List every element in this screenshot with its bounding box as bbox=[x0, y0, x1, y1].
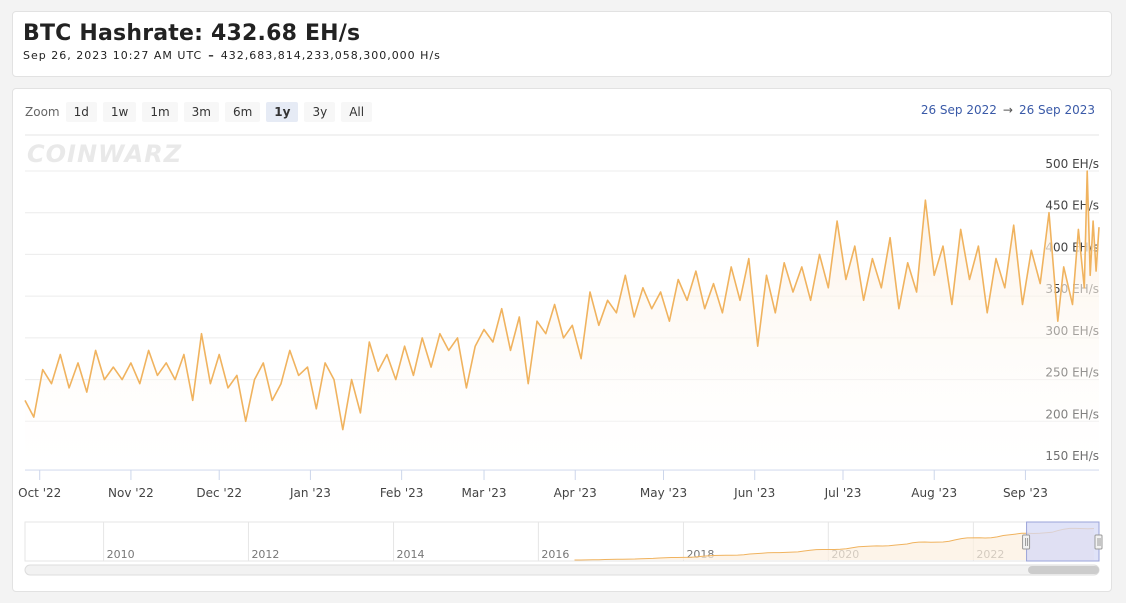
zoom-button-1w[interactable]: 1w bbox=[102, 102, 137, 122]
zoom-button-all[interactable]: All bbox=[341, 102, 373, 122]
x-tick-label: Oct '22 bbox=[18, 486, 61, 500]
header-card: BTC Hashrate: 432.68 EH/s Sep 26, 2023 1… bbox=[12, 11, 1112, 77]
range-from[interactable]: 26 Sep 2022 bbox=[920, 103, 997, 117]
x-tick-label: Nov '22 bbox=[108, 486, 154, 500]
series-area bbox=[25, 171, 1099, 470]
x-tick-label: Jun '23 bbox=[733, 486, 775, 500]
x-tick-label: Aug '23 bbox=[911, 486, 957, 500]
x-tick-label: Apr '23 bbox=[554, 486, 597, 500]
zoom-button-3m[interactable]: 3m bbox=[183, 102, 219, 122]
date-range: 26 Sep 2022 → 26 Sep 2023 bbox=[921, 103, 1095, 117]
series-line bbox=[24, 170, 1100, 431]
zoom-label: Zoom bbox=[25, 105, 60, 119]
navigator-tick-label: 2010 bbox=[107, 548, 135, 561]
zoom-bar: Zoom 1d 1w 1m 3m 6m 1y 3y All bbox=[25, 101, 378, 123]
scrollbar-track bbox=[24, 564, 1100, 576]
navigator-tick-label: 2014 bbox=[397, 548, 425, 561]
navigator-tick-label: 2012 bbox=[251, 548, 279, 561]
zoom-button-1y[interactable]: 1y bbox=[266, 102, 299, 122]
x-tick-label: Jan '23 bbox=[289, 486, 331, 500]
x-tick-label: Mar '23 bbox=[462, 486, 507, 500]
watermark-logo: COINWARZ bbox=[27, 140, 182, 168]
navigator-selection[interactable] bbox=[1026, 521, 1100, 562]
scrollbar-thumb[interactable] bbox=[1028, 566, 1099, 574]
navigator-area bbox=[574, 528, 1094, 560]
y-tick-label: 450 EH/s bbox=[1045, 199, 1099, 213]
separator: – bbox=[208, 49, 215, 62]
raw-hashrate: 432,683,814,233,058,300,000 H/s bbox=[220, 49, 441, 62]
timestamp: Sep 26, 2023 10:27 AM UTC bbox=[23, 49, 203, 62]
zoom-button-1d[interactable]: 1d bbox=[65, 102, 97, 122]
x-tick-label: Feb '23 bbox=[380, 486, 424, 500]
navigator-tick-label: 2016 bbox=[541, 548, 569, 561]
range-to[interactable]: 26 Sep 2023 bbox=[1018, 103, 1095, 117]
chart-card: COINWARZ150 EH/s200 EH/s250 EH/s300 EH/s… bbox=[12, 88, 1112, 592]
x-tick-label: May '23 bbox=[640, 486, 687, 500]
zoom-button-6m[interactable]: 6m bbox=[224, 102, 261, 122]
hashrate-chart: COINWARZ150 EH/s200 EH/s250 EH/s300 EH/s… bbox=[18, 134, 1103, 576]
hashrate-subtitle: Sep 26, 2023 10:27 AM UTC –432,683,814,23… bbox=[23, 49, 441, 62]
page-title: BTC Hashrate: 432.68 EH/s bbox=[23, 21, 361, 46]
zoom-button-1m[interactable]: 1m bbox=[142, 102, 178, 122]
x-tick-label: Dec '22 bbox=[196, 486, 242, 500]
y-tick-label: 500 EH/s bbox=[1045, 157, 1099, 171]
x-tick-label: Sep '23 bbox=[1003, 486, 1048, 500]
zoom-button-3y[interactable]: 3y bbox=[304, 102, 336, 122]
range-arrow: → bbox=[1002, 103, 1013, 117]
navigator-line bbox=[574, 527, 1095, 561]
x-tick-label: Jul '23 bbox=[824, 486, 862, 500]
